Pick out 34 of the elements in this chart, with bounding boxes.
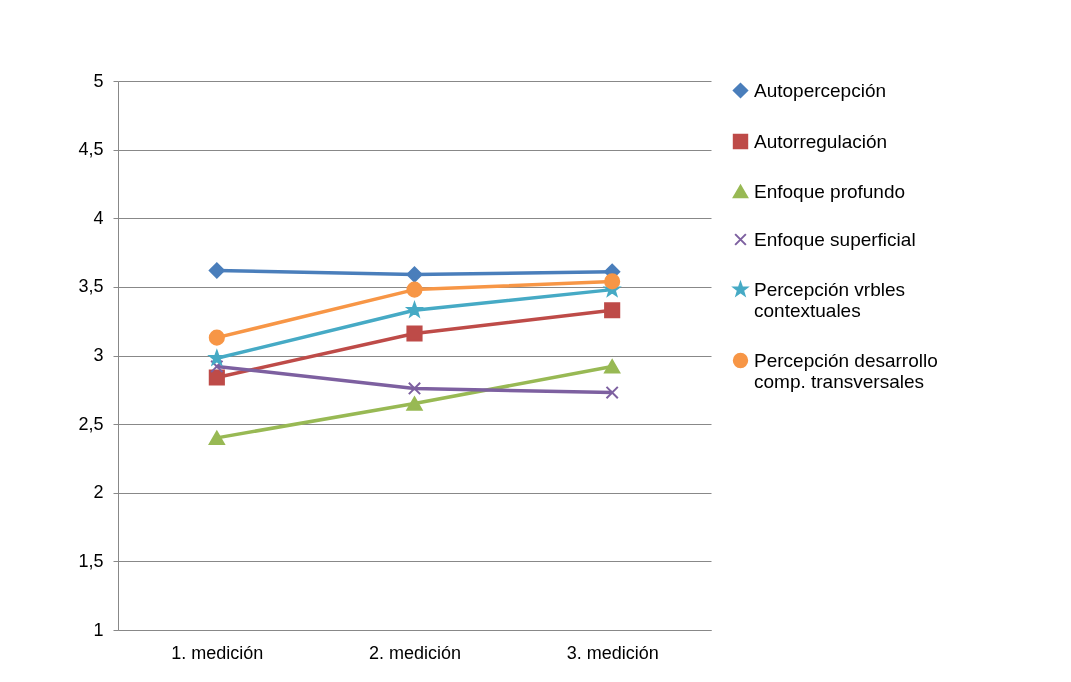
y-tick-label: 3 [93, 345, 104, 365]
x-tick-label: 1. medición [171, 642, 264, 663]
point [208, 430, 225, 445]
point [406, 302, 423, 317]
y-tick-label: 4 [93, 207, 104, 228]
y-tick-label: 1,5 [78, 550, 104, 571]
point [605, 385, 619, 400]
point [209, 350, 225, 365]
point [406, 281, 423, 298]
legend-label: Percepción desarrollo comp. transversales [754, 349, 938, 392]
y-tick-label: 2 [93, 482, 104, 503]
point [604, 273, 621, 290]
point [604, 302, 621, 319]
point [604, 359, 621, 374]
y-tick-label: 2,5 [78, 413, 104, 434]
legend-label: Enfoque superficial [754, 228, 916, 250]
x-tick-label: 3. medición [566, 642, 659, 663]
point [208, 369, 225, 386]
y-tick-label: 3,5 [78, 276, 104, 297]
point [406, 325, 423, 342]
x-tick-label: 2. medición [368, 642, 462, 663]
point [208, 262, 225, 279]
legend-label: Autopercepción [754, 79, 887, 101]
y-tick-label: 4,5 [78, 139, 104, 160]
legend-label: Percepción vrbles contextuales [754, 278, 906, 321]
point [406, 396, 423, 411]
point [407, 381, 422, 396]
point [208, 329, 225, 346]
legend-label: Enfoque profundo [754, 180, 906, 202]
y-tick-label: 1 [93, 619, 104, 640]
point [406, 266, 423, 283]
legend-label: Autorregulación [754, 130, 888, 152]
point [210, 359, 224, 374]
y-tick-label: 5 [93, 70, 104, 91]
